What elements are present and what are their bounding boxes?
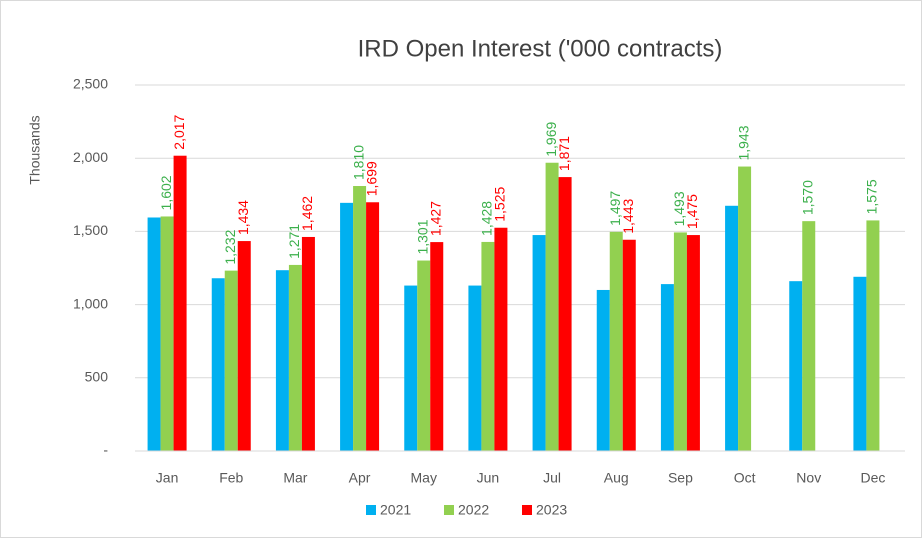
- bar: [622, 239, 636, 451]
- bar: [147, 217, 161, 451]
- bar: [224, 270, 238, 451]
- x-tick-label: Apr: [349, 470, 371, 486]
- bar: [494, 227, 508, 451]
- data-label: 1,602: [158, 175, 174, 210]
- data-label: 1,443: [620, 198, 636, 233]
- legend-label: 2022: [458, 502, 489, 518]
- x-tick-label: May: [411, 470, 437, 486]
- bar: [417, 260, 431, 451]
- y-tick-label: -: [103, 442, 108, 458]
- bar: [686, 235, 700, 451]
- legend-swatch: [522, 505, 532, 515]
- data-label: 1,871: [556, 136, 572, 171]
- data-label: 1,462: [299, 196, 315, 231]
- bar: [545, 162, 559, 451]
- bar: [596, 289, 610, 451]
- legend-swatch: [366, 505, 376, 515]
- x-tick-label: Sep: [668, 470, 693, 486]
- y-tick-label: 2,500: [73, 76, 108, 92]
- data-label: 1,575: [864, 179, 880, 214]
- bar: [211, 278, 225, 451]
- bar: [301, 236, 315, 451]
- bar: [558, 177, 572, 451]
- bar: [725, 205, 739, 451]
- data-label: 1,497: [607, 191, 623, 226]
- legend-label: 2021: [380, 502, 411, 518]
- x-tick-label: Jun: [477, 470, 500, 486]
- bar: [275, 270, 289, 451]
- bar: [430, 242, 444, 451]
- x-tick-label: Feb: [219, 470, 243, 486]
- data-label: 1,232: [222, 229, 238, 264]
- bar: [532, 235, 546, 451]
- x-tick-label: Nov: [796, 470, 821, 486]
- bar: [173, 155, 187, 452]
- data-label: 1,699: [363, 161, 379, 196]
- data-label: 1,943: [735, 125, 751, 160]
- data-label: 1,434: [235, 200, 251, 235]
- bar: [404, 285, 418, 451]
- bar: [366, 202, 380, 451]
- data-label: 1,428: [479, 201, 495, 236]
- data-label: 1,475: [684, 194, 700, 229]
- x-tick-label: Mar: [283, 470, 307, 486]
- y-tick-label: 1,000: [73, 295, 108, 311]
- data-label: 1,427: [427, 201, 443, 236]
- bar: [237, 241, 251, 451]
- x-tick-label: Oct: [734, 470, 756, 486]
- bar: [853, 276, 867, 451]
- x-tick-label: Aug: [604, 470, 629, 486]
- bar: [789, 281, 803, 451]
- bar: [738, 166, 752, 451]
- data-label: 1,493: [671, 191, 687, 226]
- x-tick-label: Jul: [543, 470, 561, 486]
- bar: [481, 241, 495, 451]
- bar: [609, 231, 623, 451]
- data-label: 1,301: [414, 219, 430, 254]
- chart-title: IRD Open Interest ('000 contracts): [358, 35, 723, 62]
- data-label: 1,969: [543, 121, 559, 156]
- bar: [802, 221, 816, 451]
- legend-swatch: [444, 505, 454, 515]
- bar: [866, 220, 880, 451]
- y-axis-label: Thousands: [27, 115, 43, 184]
- data-label: 1,570: [799, 180, 815, 215]
- y-tick-label: 2,000: [73, 149, 108, 165]
- bar: [660, 284, 674, 451]
- data-label: 1,810: [350, 145, 366, 180]
- bar: [340, 202, 354, 451]
- bar: [288, 264, 302, 451]
- x-tick-label: Jan: [156, 470, 179, 486]
- y-tick-label: 500: [85, 369, 109, 385]
- legend-label: 2023: [536, 502, 567, 518]
- bar: [160, 216, 174, 451]
- bar: [353, 186, 367, 452]
- bar: [468, 285, 482, 451]
- bar: [673, 232, 687, 451]
- data-label: 1,525: [492, 186, 508, 221]
- x-tick-label: Dec: [860, 470, 885, 486]
- data-label: 2,017: [171, 114, 187, 149]
- data-label: 1,271: [286, 224, 302, 259]
- y-tick-label: 1,500: [73, 222, 108, 238]
